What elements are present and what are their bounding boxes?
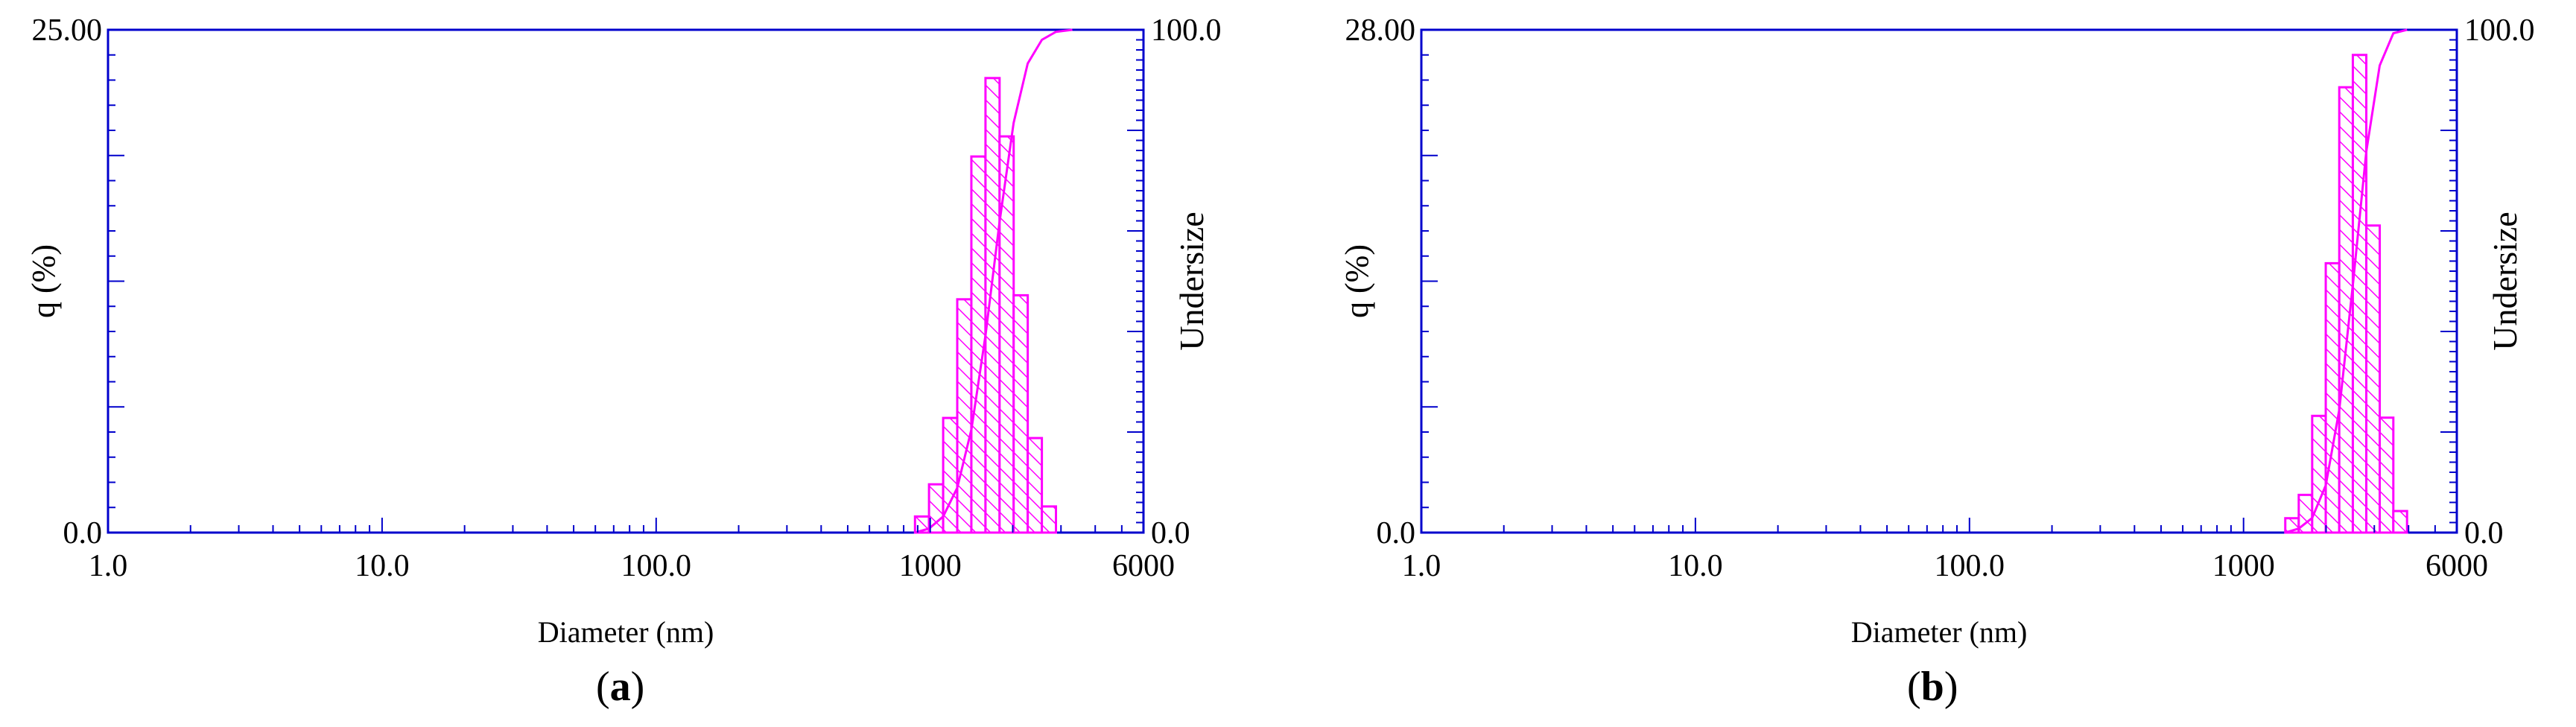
x-tick-label: 100.0 [1935, 549, 2005, 583]
histogram-bar-9 [1041, 505, 1058, 534]
chart-panel-a: 1.0 10.0 100.0 1000 6000 25.00 0.0 100.0 0.0 Diam… [25, 13, 1222, 649]
x-tick-label: 100.0 [621, 549, 692, 583]
histogram-bar-8 [2392, 509, 2408, 534]
undersize-curve [914, 28, 1073, 534]
histogram-bar-3 [2324, 261, 2341, 534]
histogram-bar-6 [998, 135, 1015, 534]
y2-tick-label-max: 100.0 [2464, 13, 2535, 48]
histogram-bar-7 [2379, 416, 2395, 534]
x-tick-label: 1000 [899, 549, 962, 583]
histogram-bar-8 [1027, 436, 1044, 534]
histogram-bar-5 [2351, 54, 2368, 534]
panel-label-b: (b) [1907, 664, 1958, 710]
y-axis-label: q (%) [1339, 244, 1375, 318]
x-tick-label: 1.0 [89, 549, 128, 583]
x-tick-label: 1.0 [1402, 549, 1441, 583]
x-tick-label: 6000 [1112, 549, 1175, 583]
histogram-bar-3 [956, 298, 973, 534]
chart-panel-b: 1.0 10.0 100.0 1000 6000 28.00 0.0 100.0 0.0 Diam… [1339, 13, 2535, 649]
x-tick-label: 6000 [2426, 549, 2488, 583]
x-axis-label: Diameter (nm) [538, 615, 714, 649]
y2-axis-label: Undersize [2486, 212, 2524, 350]
y2-axis-label: Undersize [1173, 212, 1211, 350]
y2-tick-label-min: 0.0 [1151, 516, 1190, 550]
y-tick-label-max: 25.00 [32, 13, 103, 48]
y-tick-label-min: 0.0 [1377, 516, 1416, 550]
histogram-bar-6 [2365, 224, 2382, 534]
x-tick-label: 10.0 [1668, 549, 1723, 583]
y2-tick-label-min: 0.0 [2464, 516, 2504, 550]
y-tick-label-max: 28.00 [1345, 13, 1416, 48]
x-axis-label: Diameter (nm) [1851, 615, 2028, 649]
y-axis-label: q (%) [25, 244, 62, 318]
histogram-bar-2 [942, 416, 959, 534]
undersize-curve [2285, 28, 2408, 534]
plot-frame [1420, 28, 2458, 534]
x-tick-label: 1000 [2212, 549, 2275, 583]
x-tick-label: 10.0 [355, 549, 410, 583]
panel-label-a: (a) [596, 664, 645, 710]
histogram-bar-7 [1012, 293, 1030, 534]
y-tick-label-min: 0.0 [63, 516, 103, 550]
y2-tick-label-max: 100.0 [1151, 13, 1222, 48]
histogram-bar-5 [984, 77, 1001, 534]
